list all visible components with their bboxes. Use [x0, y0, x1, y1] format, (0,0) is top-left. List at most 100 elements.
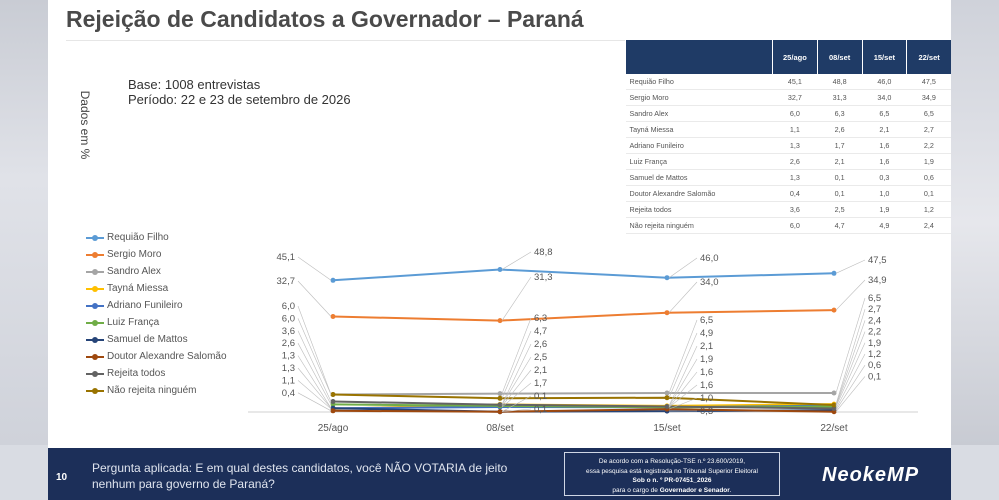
tse-cargo-prefix: para o cargo de — [612, 486, 660, 494]
table-cell-value: 31,3 — [817, 89, 862, 106]
legend-label: Sergio Moro — [107, 249, 162, 260]
label-leader-line — [668, 384, 698, 408]
series-line — [332, 400, 835, 410]
data-point — [330, 399, 336, 404]
table-cell-value: 2,4 — [906, 217, 951, 234]
data-point — [831, 307, 837, 313]
data-point — [497, 395, 503, 401]
label-leader-line — [501, 251, 532, 270]
title-divider — [66, 40, 846, 41]
table-cell-value: 2,6 — [772, 153, 818, 170]
table-cell-value: 6,3 — [817, 105, 862, 122]
legend-item: Tayná Miessa — [86, 280, 227, 297]
legend-swatch — [86, 370, 104, 377]
base-info: Base: 1008 entrevistas Período: 22 e 23 … — [128, 77, 351, 107]
legend-item: Doutor Alexandre Salomão — [86, 348, 227, 365]
data-label: 1,3 — [282, 351, 295, 362]
legend-item: Samuel de Mattos — [86, 331, 227, 348]
data-label: 1,1 — [282, 375, 295, 386]
x-tick-label: 08/set — [486, 423, 513, 434]
label-leader-line — [297, 392, 332, 412]
data-point — [497, 318, 503, 324]
data-label: 1,9 — [700, 354, 713, 365]
data-label: 6,3 — [534, 313, 547, 324]
data-label: 2,6 — [282, 338, 295, 349]
data-point — [330, 277, 336, 283]
label-leader-line — [501, 382, 532, 408]
data-label: 1,6 — [700, 367, 713, 378]
legend-label: Doutor Alexandre Salomão — [107, 351, 227, 362]
table-cell-name: Não rejeita ninguém — [625, 217, 773, 234]
label-leader-line — [297, 318, 332, 395]
data-label: 0,1 — [534, 391, 547, 402]
label-leader-line — [501, 317, 532, 394]
data-label: 6,0 — [282, 313, 295, 324]
tse-line: Sob o n. º PR-07451_2026 — [565, 476, 779, 486]
table-cell-name: Adriano Funileiro — [625, 137, 773, 154]
table-cell-value: 2,1 — [817, 153, 862, 170]
tse-period: . — [729, 486, 732, 494]
table-cell-value: 1,1 — [772, 121, 818, 138]
data-point — [831, 402, 837, 408]
legend-swatch — [86, 387, 104, 394]
table-cell-value: 1,3 — [772, 137, 818, 154]
period-text: Período: 22 e 23 de setembro de 2026 — [128, 92, 351, 107]
data-label: 6,5 — [700, 315, 713, 326]
label-leader-line — [835, 376, 866, 412]
table-cell-value: 46,0 — [862, 74, 907, 90]
tse-cargo: Governador e Senador — [659, 486, 730, 494]
table-cell-value: 4,9 — [862, 217, 907, 234]
table-row: Requião Filho 45,1 48,8 46,0 47,5 — [625, 74, 951, 90]
legend-swatch — [86, 234, 104, 241]
label-leader-line — [835, 342, 866, 407]
label-leader-line — [297, 343, 332, 405]
data-point — [497, 402, 503, 408]
label-leader-line — [297, 305, 332, 395]
legend-swatch — [86, 251, 104, 258]
data-label: 4,7 — [534, 326, 547, 337]
legend-label: Requião Filho — [107, 232, 169, 243]
label-leader-line — [835, 279, 866, 311]
table-cell-value: 2,6 — [817, 121, 862, 138]
data-point — [497, 409, 503, 415]
label-leader-line — [668, 332, 698, 398]
table-header-row: 25/ago 08/set 15/set 22/set — [624, 40, 951, 74]
tse-registration-box: De acordo com a Resolução-TSE n.º 23.600… — [564, 452, 780, 496]
data-point — [497, 391, 503, 397]
data-point — [497, 267, 503, 272]
data-label: 1,0 — [700, 393, 713, 404]
data-label: 34,0 — [700, 277, 719, 288]
table-cell-value: 1,9 — [906, 153, 951, 170]
data-point — [330, 314, 336, 319]
data-label: 1,6 — [700, 380, 713, 391]
data-point — [831, 270, 837, 276]
table-cell-name: Rejeita todos — [625, 201, 773, 218]
table-cell-name: Sandro Alex — [625, 105, 773, 122]
footer: 10 Pergunta aplicada: E em qual destes c… — [48, 448, 951, 500]
legend-swatch — [86, 336, 104, 343]
legend-item: Não rejeita ninguém — [86, 382, 227, 399]
table-row: Samuel de Mattos 1,3 0,1 0,3 0,6 — [625, 169, 951, 186]
table-cell-value: 6,5 — [862, 105, 907, 122]
data-label: 2,1 — [700, 341, 713, 352]
label-leader-line — [668, 257, 698, 278]
legend-label: Adriano Funileiro — [107, 300, 183, 311]
series-line — [332, 268, 835, 282]
data-label: 2,1 — [534, 365, 547, 376]
table-cell-value: 34,0 — [862, 89, 907, 106]
data-table: 25/ago 08/set 15/set 22/set Requião Filh… — [624, 40, 951, 234]
label-leader-line — [668, 319, 698, 394]
table-cell-value: 6,0 — [772, 105, 818, 122]
data-label: 45,1 — [277, 252, 296, 263]
table-cell-value: 0,3 — [862, 169, 907, 186]
data-label: 2,4 — [868, 315, 881, 326]
legend-label: Tayná Miessa — [107, 283, 169, 294]
data-label: 1,2 — [868, 349, 881, 360]
table-cell-value: 1,7 — [817, 137, 862, 154]
table-cell-value: 4,7 — [817, 217, 862, 234]
label-leader-line — [501, 369, 532, 407]
table-cell-value: 1,6 — [862, 153, 907, 170]
brand-logo: NeokeMP — [822, 464, 920, 486]
data-point — [330, 392, 336, 397]
table-row: Sergio Moro 32,7 31,3 34,0 34,9 — [625, 89, 951, 106]
